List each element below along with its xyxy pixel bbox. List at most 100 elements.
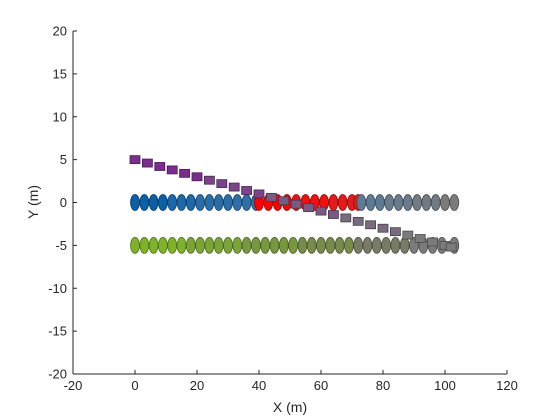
ellipse-marker — [353, 236, 364, 254]
ellipse-marker — [365, 194, 376, 211]
ellipse-marker — [384, 194, 395, 211]
ellipse-marker — [260, 236, 271, 254]
square-marker — [402, 230, 414, 240]
ellipse-marker — [297, 236, 308, 254]
y-axis-label: Y (m) — [25, 185, 41, 219]
x-tick-label: -20 — [64, 378, 83, 393]
square-marker — [377, 223, 389, 233]
ellipse-marker — [157, 236, 168, 254]
ellipse-marker — [195, 236, 206, 254]
square-marker — [141, 158, 153, 168]
square-marker — [278, 196, 290, 206]
x-axis-label: X (m) — [273, 399, 307, 415]
y-tick-label: 10 — [53, 109, 67, 124]
ellipse-marker — [148, 194, 159, 211]
square-marker — [154, 162, 166, 171]
y-tick-label: -15 — [48, 324, 67, 339]
square-marker — [253, 189, 265, 199]
square-marker — [327, 210, 339, 219]
ellipse-marker — [213, 236, 224, 254]
ellipse-marker — [232, 236, 243, 254]
square-marker — [389, 227, 401, 237]
ellipse-marker — [381, 236, 392, 254]
ellipse-marker — [167, 194, 178, 211]
ellipse-marker — [269, 236, 280, 254]
square-marker — [241, 186, 253, 195]
ellipse-marker — [356, 194, 367, 211]
square-marker — [427, 237, 439, 247]
ellipse-marker — [223, 194, 233, 211]
ellipse-marker — [157, 194, 168, 211]
ellipse-marker — [185, 236, 196, 254]
x-tick-label: 40 — [252, 378, 266, 393]
y-tick-label: -10 — [48, 281, 67, 296]
x-tick-label: 20 — [190, 378, 204, 393]
square-marker — [352, 216, 364, 226]
ellipse-marker — [440, 194, 450, 211]
square-marker — [216, 179, 228, 189]
ellipse-marker — [213, 194, 224, 211]
ellipse-marker — [325, 236, 336, 254]
ellipse-marker — [449, 194, 460, 211]
ellipse-marker — [250, 236, 261, 254]
ellipse-marker — [278, 236, 289, 254]
ellipse-marker — [195, 194, 206, 211]
y-tick-label: 5 — [60, 152, 67, 167]
x-tick-label: 120 — [496, 378, 518, 393]
square-marker — [265, 192, 277, 202]
square-marker — [414, 234, 426, 243]
ellipse-marker — [130, 236, 140, 254]
square-marker — [445, 242, 457, 252]
y-tick-label: -20 — [48, 367, 67, 382]
ellipse-marker — [185, 194, 196, 211]
ellipse-marker — [371, 236, 382, 254]
ellipse-marker — [374, 194, 385, 211]
y-tick-label: 20 — [53, 24, 67, 39]
ellipse-marker — [130, 194, 140, 211]
square-marker — [340, 213, 352, 223]
ellipse-marker — [316, 236, 326, 254]
ellipse-marker — [399, 236, 410, 254]
ellipse-marker — [167, 236, 178, 254]
ellipse-marker — [362, 236, 373, 254]
ellipse-marker — [176, 236, 187, 254]
ellipse-marker — [306, 236, 317, 254]
ellipse-marker — [176, 194, 187, 211]
ellipse-marker — [337, 194, 348, 211]
y-tick-label: -5 — [55, 238, 67, 253]
ellipse-marker — [232, 194, 243, 211]
ellipse-marker — [139, 236, 150, 254]
square-marker — [315, 206, 327, 216]
ellipse-marker — [390, 236, 401, 254]
y-tick-label: 0 — [60, 195, 67, 210]
ellipse-marker — [334, 236, 345, 254]
ellipse-marker — [139, 194, 150, 211]
x-tick-label: 100 — [434, 378, 456, 393]
x-axis-ticks: -20 0 20 40 60 80 100 120 — [64, 370, 518, 393]
ellipse-marker — [204, 194, 215, 211]
ellipse-marker — [241, 194, 252, 211]
ellipse-marker — [430, 194, 441, 211]
ellipse-marker — [343, 236, 354, 254]
ellipse-marker — [328, 194, 339, 211]
square-marker — [303, 203, 315, 213]
ellipse-marker — [223, 236, 233, 254]
ellipse-marker — [204, 236, 215, 254]
square-marker — [203, 175, 215, 185]
ellipse-marker — [421, 194, 432, 211]
ellipse-marker — [241, 236, 252, 254]
ellipse-marker — [412, 194, 423, 211]
ellipse-marker — [148, 236, 159, 254]
y-axis-ticks: -20 -15 -10 -5 0 5 10 15 20 — [48, 24, 77, 382]
square-marker — [228, 182, 240, 192]
ellipse-marker — [393, 194, 404, 211]
square-marker — [290, 199, 302, 209]
square-marker — [179, 168, 191, 178]
x-tick-label: 60 — [314, 378, 328, 393]
x-tick-label: 80 — [376, 378, 390, 393]
square-marker — [365, 220, 377, 230]
data-markers — [129, 155, 460, 254]
square-marker — [166, 165, 178, 175]
x-tick-label: 0 — [131, 378, 138, 393]
